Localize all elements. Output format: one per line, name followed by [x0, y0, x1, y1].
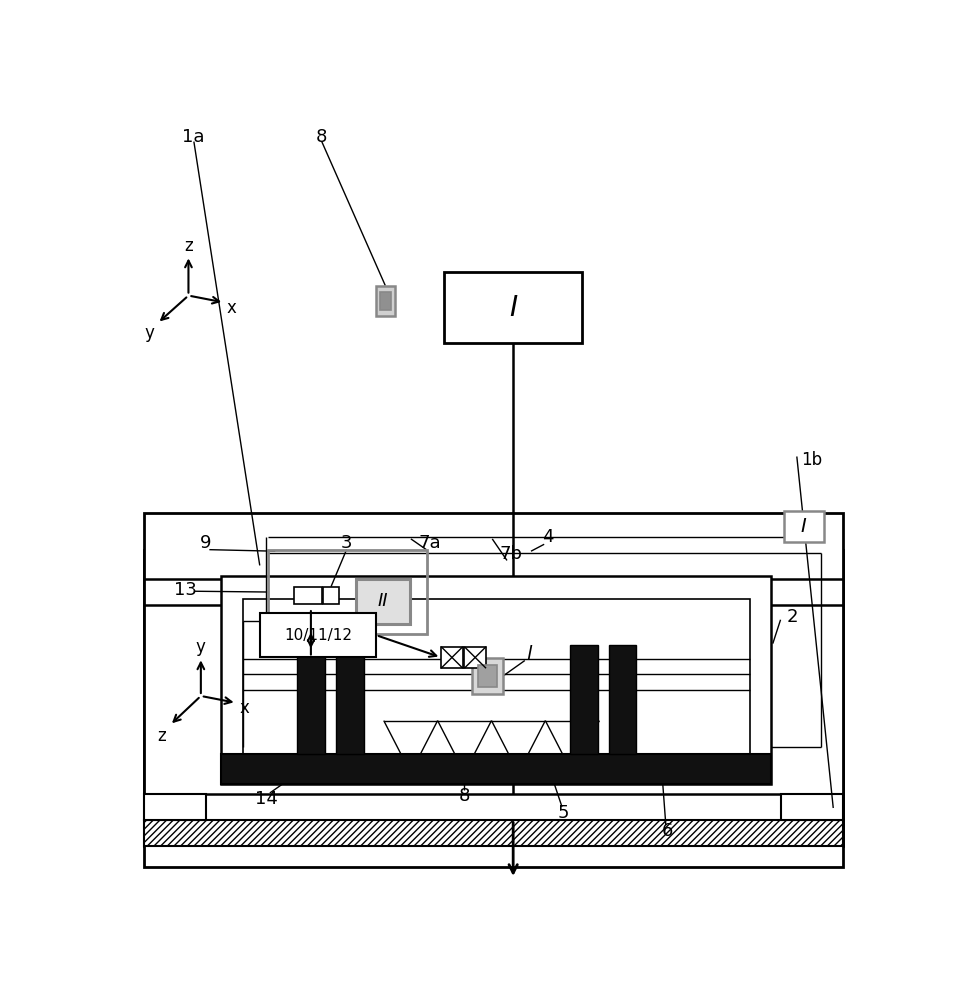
- Bar: [143, 820, 842, 846]
- Bar: [221, 754, 771, 784]
- Text: I: I: [801, 517, 806, 536]
- Text: l: l: [527, 645, 531, 664]
- Bar: [356, 579, 409, 624]
- Text: 8: 8: [458, 787, 470, 805]
- Text: 3: 3: [340, 534, 352, 552]
- Bar: [779, 794, 842, 820]
- Bar: [608, 645, 636, 754]
- Bar: [569, 645, 597, 754]
- Text: y: y: [144, 324, 155, 342]
- Bar: [441, 647, 462, 668]
- Bar: [444, 272, 581, 343]
- Text: 8: 8: [315, 128, 327, 146]
- Text: 2: 2: [786, 608, 798, 626]
- Text: II: II: [378, 592, 388, 610]
- Bar: [783, 511, 823, 542]
- Text: 9: 9: [200, 534, 211, 552]
- Text: z: z: [184, 237, 192, 255]
- Bar: [335, 645, 363, 754]
- Text: 1a: 1a: [182, 128, 205, 146]
- Bar: [259, 613, 376, 657]
- Bar: [478, 665, 497, 687]
- Text: x: x: [227, 299, 236, 317]
- Bar: [323, 587, 338, 604]
- Text: 5: 5: [557, 804, 569, 822]
- Text: 6: 6: [661, 822, 673, 840]
- Text: x: x: [239, 699, 249, 717]
- Text: z: z: [158, 727, 166, 745]
- Bar: [143, 794, 206, 820]
- Bar: [143, 513, 842, 867]
- Bar: [297, 645, 325, 754]
- Bar: [143, 550, 842, 846]
- Bar: [293, 587, 321, 604]
- Bar: [267, 550, 427, 634]
- Text: 1b: 1b: [800, 451, 821, 469]
- Text: 7a: 7a: [418, 534, 441, 552]
- Bar: [376, 286, 394, 316]
- Bar: [380, 292, 390, 310]
- Text: 10/11/12: 10/11/12: [283, 628, 352, 643]
- Bar: [472, 658, 503, 694]
- Text: 4: 4: [542, 528, 554, 546]
- Text: 14: 14: [255, 790, 277, 808]
- Text: 13: 13: [174, 581, 197, 599]
- Text: 7b: 7b: [499, 545, 522, 563]
- Bar: [242, 599, 749, 754]
- Bar: [464, 647, 485, 668]
- Text: y: y: [196, 638, 206, 656]
- Text: I: I: [508, 294, 517, 322]
- Bar: [221, 576, 771, 784]
